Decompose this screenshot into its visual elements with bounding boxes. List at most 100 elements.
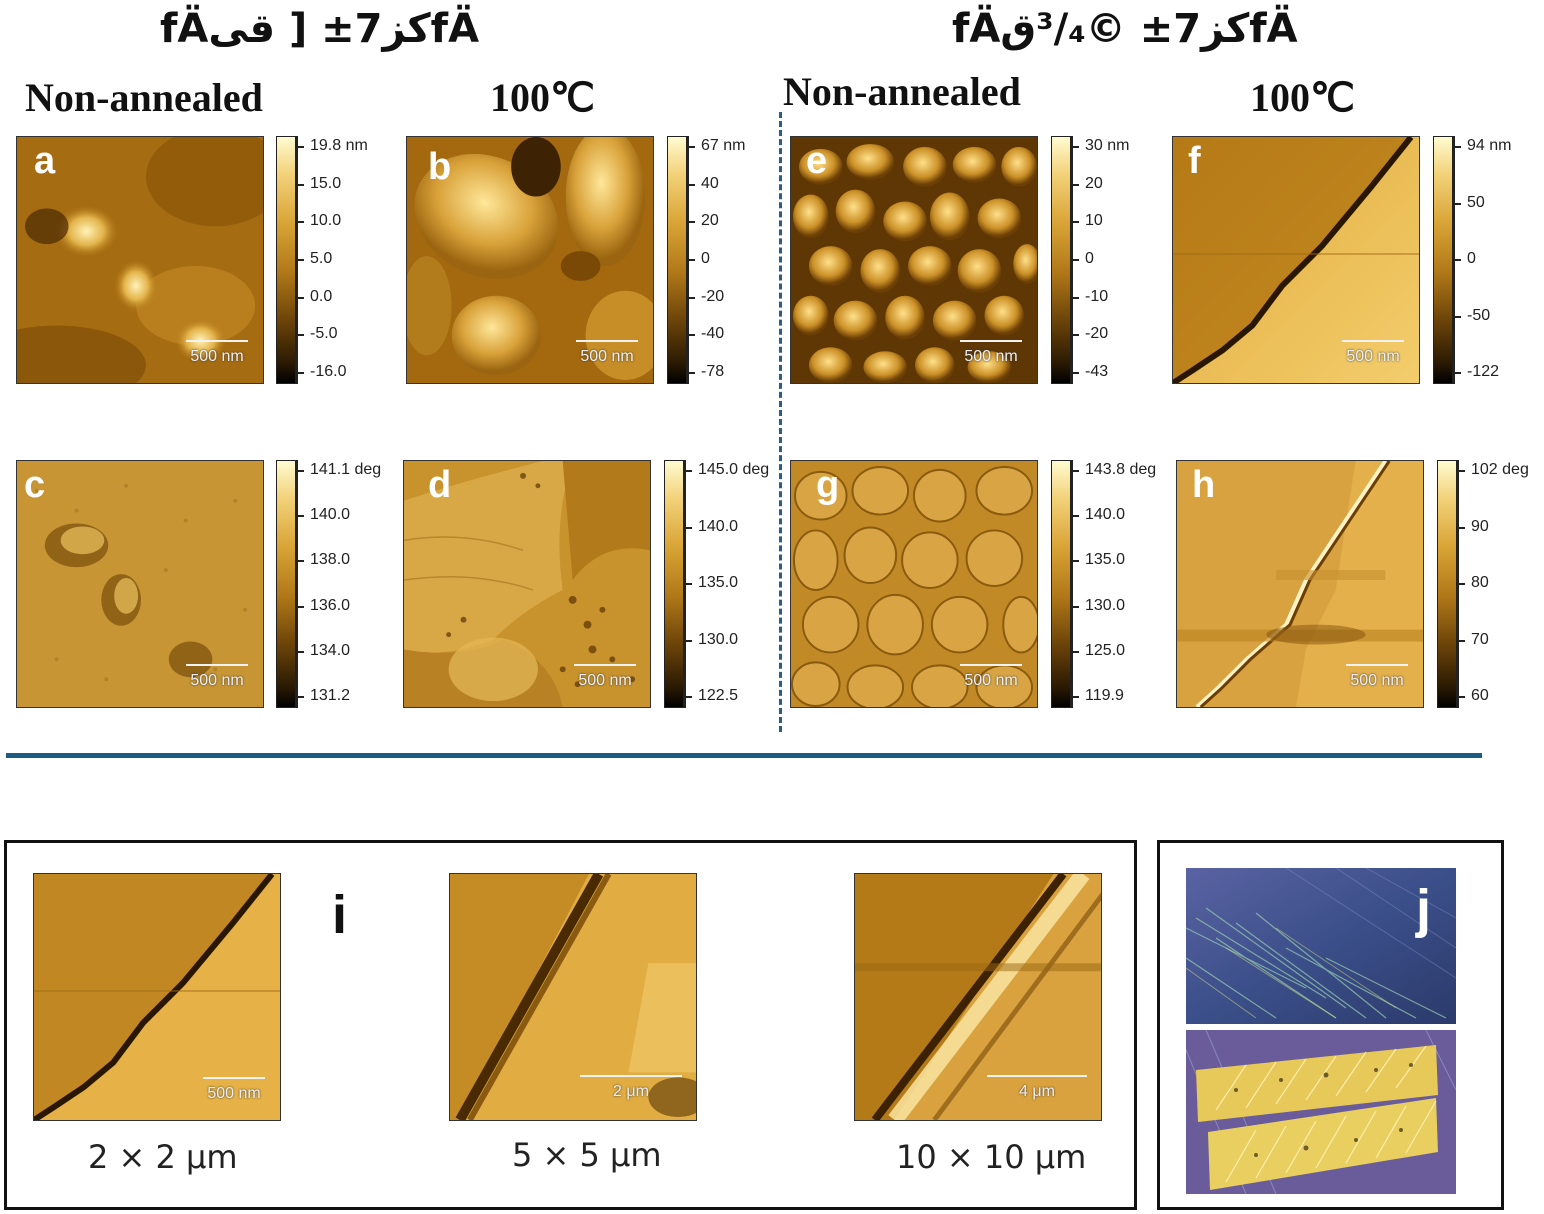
panel-label-h: h [1192, 464, 1216, 506]
column-header-2: 100℃ [490, 75, 595, 120]
afm-image-i-5um [449, 873, 697, 1121]
colorbar-tick-label-e: 10 [1085, 212, 1103, 230]
colorbar-tick-b [687, 146, 695, 148]
colorbar-tick-h [1457, 639, 1465, 642]
caption-i-2: 5 × 5 μm [512, 1136, 662, 1174]
colorbar-tick-label-b: 20 [701, 212, 719, 230]
scale-bar-d: 500 nm [574, 664, 636, 690]
colorbar-tick-label-g: 119.9 [1085, 687, 1124, 704]
colorbar-tick-label-g: 130.0 [1085, 596, 1126, 614]
afm-phase-image-d [403, 460, 651, 708]
colorbar-c [276, 460, 296, 708]
colorbar-tick-h [1457, 696, 1465, 698]
panel-label-d: d [428, 464, 452, 506]
panel-label-b: b [428, 146, 452, 188]
colorbar-tick-g [1071, 515, 1079, 518]
colorbar-tick-label-f: 94 nm [1467, 137, 1512, 154]
colorbar-tick-label-a: 19.8 nm [310, 137, 368, 154]
colorbar-tick-label-d: 122.5 [698, 687, 739, 704]
colorbar-b [667, 136, 687, 384]
panel-label-i: i [332, 885, 348, 945]
colorbar-tick-h [1457, 583, 1465, 585]
colorbar-tick-f [1453, 146, 1461, 148]
colorbar-tick-d [684, 639, 692, 642]
right-group-title: fÄكز7±؜ ©³/₄قfÄ [952, 6, 1298, 52]
colorbar-tick-label-g: 135.0 [1085, 551, 1126, 569]
colorbar-axis-g [1071, 460, 1073, 708]
colorbar-tick-label-d: 140.0 [698, 517, 739, 535]
afm-height-image-e [790, 136, 1038, 384]
horizontal-divider [6, 753, 1482, 758]
colorbar-tick-a [296, 334, 304, 337]
panel-label-g: g [816, 464, 840, 506]
colorbar-tick-label-g: 140.0 [1085, 506, 1126, 524]
colorbar-tick-label-c: 140.0 [310, 506, 351, 524]
scale-label-i-3: 4 μm [1019, 1083, 1055, 1100]
colorbar-tick-label-a: 10.0 [310, 212, 342, 230]
colorbar-tick-label-b: -78 [701, 363, 725, 380]
colorbar-tick-label-b: 40 [701, 174, 719, 192]
colorbar-tick-a [296, 372, 304, 374]
colorbar-tick-c [296, 470, 304, 472]
colorbar-tick-label-c: 141.1 deg [310, 461, 382, 478]
colorbar-tick-label-f: -50 [1467, 306, 1491, 324]
colorbar-tick-c [296, 650, 304, 653]
column-header-3: Non-annealed [783, 69, 1021, 114]
colorbar-tick-b [687, 372, 695, 374]
colorbar-tick-c [296, 696, 304, 698]
colorbar-tick-d [684, 526, 692, 529]
panel-label-e: e [806, 140, 828, 182]
optical-image-j-top [1186, 868, 1456, 1024]
colorbar-tick-d [684, 696, 692, 698]
colorbar-tick-c [296, 515, 304, 518]
colorbar-e [1051, 136, 1071, 384]
scale-label-f: 500 nm [1346, 348, 1400, 365]
colorbar-a [276, 136, 296, 384]
colorbar-tick-label-d: 130.0 [698, 630, 739, 648]
caption-i-1: 2 × 2 μm [88, 1138, 238, 1176]
colorbar-tick-label-c: 134.0 [310, 641, 351, 659]
colorbar-tick-label-b: 0 [701, 250, 710, 267]
panel-label-c: c [24, 464, 46, 506]
colorbar-tick-label-c: 136.0 [310, 596, 351, 614]
scale-label-g: 500 nm [964, 672, 1018, 689]
scale-bar-f: 500 nm [1342, 340, 1404, 366]
colorbar-tick-label-h: 70 [1471, 630, 1489, 648]
colorbar-tick-h [1457, 526, 1465, 529]
colorbar-tick-e [1071, 372, 1079, 374]
colorbar-tick-label-c: 138.0 [310, 551, 351, 569]
afm-phase-image-g [790, 460, 1038, 708]
colorbar-tick-d [684, 583, 692, 585]
column-header-1: Non-annealed [25, 75, 263, 120]
colorbar-tick-a [296, 146, 304, 148]
scale-bar-g: 500 nm [960, 664, 1022, 690]
colorbar-tick-label-e: 30 nm [1085, 137, 1130, 154]
colorbar-tick-label-g: 125.0 [1085, 641, 1126, 659]
colorbar-tick-label-f: -122 [1467, 363, 1500, 380]
colorbar-tick-c [296, 560, 304, 563]
colorbar-tick-g [1071, 605, 1079, 608]
colorbar-tick-g [1071, 650, 1079, 653]
colorbar-tick-f [1453, 259, 1461, 261]
vertical-dashed-divider [779, 112, 782, 732]
colorbar-tick-label-e: 0 [1085, 250, 1094, 267]
colorbar-tick-b [687, 221, 695, 224]
colorbar-tick-c [296, 605, 304, 608]
scale-label-h: 500 nm [1350, 672, 1404, 689]
panel-label-j: j [1416, 879, 1432, 939]
colorbar-tick-label-h: 102 deg [1471, 461, 1529, 478]
scale-bar-i-1: 500 nm [203, 1077, 265, 1103]
colorbar-d [664, 460, 684, 708]
colorbar-tick-g [1071, 470, 1079, 472]
colorbar-tick-label-b: -40 [701, 325, 725, 343]
column-header-4: 100℃ [1250, 75, 1355, 120]
colorbar-tick-e [1071, 221, 1079, 224]
colorbar-tick-f [1453, 202, 1461, 205]
colorbar-tick-label-e: 20 [1085, 174, 1103, 192]
colorbar-tick-label-b: -20 [701, 287, 725, 305]
optical-image-j-bottom [1186, 1030, 1456, 1194]
colorbar-tick-label-a: -5.0 [310, 325, 338, 343]
scale-label-e: 500 nm [964, 348, 1018, 365]
caption-i-3: 10 × 10 μm [896, 1138, 1087, 1176]
scale-label-i-2: 2 μm [613, 1083, 649, 1100]
